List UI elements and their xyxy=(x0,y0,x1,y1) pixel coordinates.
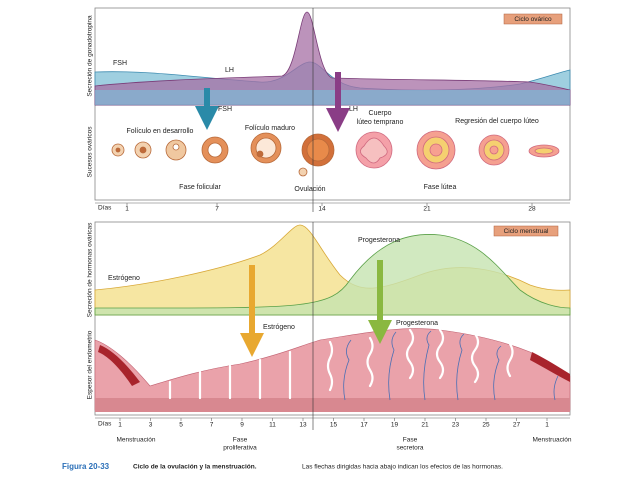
day-label: 1 xyxy=(118,422,122,429)
menstrual-flow xyxy=(530,352,570,382)
arrow-label: FSH xyxy=(218,106,232,113)
badge xyxy=(503,13,563,25)
glands xyxy=(168,328,514,400)
stage-label: Regresión del cuerpo lúteo xyxy=(455,118,539,125)
phase-label: Menstruación xyxy=(532,437,571,444)
day-label: 23 xyxy=(452,422,460,429)
corpus-luteum xyxy=(355,130,560,170)
phase-label: Fase xyxy=(233,437,248,444)
day-label: 21 xyxy=(423,206,431,213)
phase-label: Menstruación xyxy=(116,437,155,444)
phase-label: Fase xyxy=(403,437,418,444)
phase-label: proliferativa xyxy=(223,445,257,452)
day-label: 1 xyxy=(545,422,549,429)
day-label: 1 xyxy=(125,206,129,213)
day-ticks: 1 3 5 7 9 11 13 15 17 19 21 23 25 27 1 xyxy=(118,418,549,429)
menstrual-flow xyxy=(98,345,140,386)
axis-label: Espesor del endometrio xyxy=(87,330,94,399)
day-label: 13 xyxy=(299,422,307,429)
days-label: Días xyxy=(98,421,112,428)
lh-curve xyxy=(94,11,571,106)
day-ticks: 1 7 14 21 28 xyxy=(125,203,536,213)
phase-label: Ovulación xyxy=(294,186,325,193)
phase-label: secretora xyxy=(396,445,423,452)
caption-text: Las flechas dirigidas hacia abajo indica… xyxy=(302,464,503,471)
day-label: 7 xyxy=(210,422,214,429)
phase-label: Fase folicular xyxy=(179,184,221,191)
days-label: Días xyxy=(98,205,112,212)
curve-label: Estrógeno xyxy=(108,275,140,282)
vessels xyxy=(343,330,559,401)
axis-label: Secreción de hormonas ováricas xyxy=(87,222,94,317)
day-label: 21 xyxy=(421,422,429,429)
curve-label: LH xyxy=(225,67,234,74)
day-label: 11 xyxy=(269,422,276,429)
endometrium xyxy=(94,328,571,411)
arrow-label: Progesterona xyxy=(396,320,438,327)
axis-label: Sucesos ováricos xyxy=(87,126,94,178)
baseline-band xyxy=(95,90,570,105)
stage-label: Cuerpo xyxy=(369,110,392,117)
day-label: 25 xyxy=(482,422,490,429)
day-label: 17 xyxy=(360,422,368,429)
day-label: 14 xyxy=(318,206,326,213)
progesterone-curve xyxy=(94,234,571,316)
badge xyxy=(493,225,559,237)
stage-label: lúteo temprano xyxy=(357,119,404,126)
day-label: 7 xyxy=(215,206,219,213)
day-label: 5 xyxy=(179,422,183,429)
day-label: 15 xyxy=(330,422,338,429)
arrow-label: Estrógeno xyxy=(263,324,295,331)
phase-label: Fase lútea xyxy=(424,184,457,191)
follicles xyxy=(111,132,335,177)
day-label: 27 xyxy=(513,422,521,429)
day-label: 28 xyxy=(528,206,536,213)
axis-label: Secreción de gonadotropina xyxy=(87,15,94,97)
day-label: 9 xyxy=(240,422,244,429)
arrow-label: LH xyxy=(349,106,358,113)
basal-layer xyxy=(95,398,570,412)
curve-label: Progesterona xyxy=(358,237,400,244)
day-label: 3 xyxy=(149,422,153,429)
stage-label: Folículo en desarrollo xyxy=(127,128,194,135)
stage-label: Folículo maduro xyxy=(245,125,295,132)
caption-figure: Figura 20-33 xyxy=(62,462,110,471)
day-label: 19 xyxy=(391,422,399,429)
curve-label: FSH xyxy=(113,60,127,67)
badge-text: Ciclo ovárico xyxy=(514,16,552,23)
badge-text: Ciclo menstrual xyxy=(504,228,549,235)
caption-title: Ciclo de la ovulación y la menstruación. xyxy=(133,464,257,471)
